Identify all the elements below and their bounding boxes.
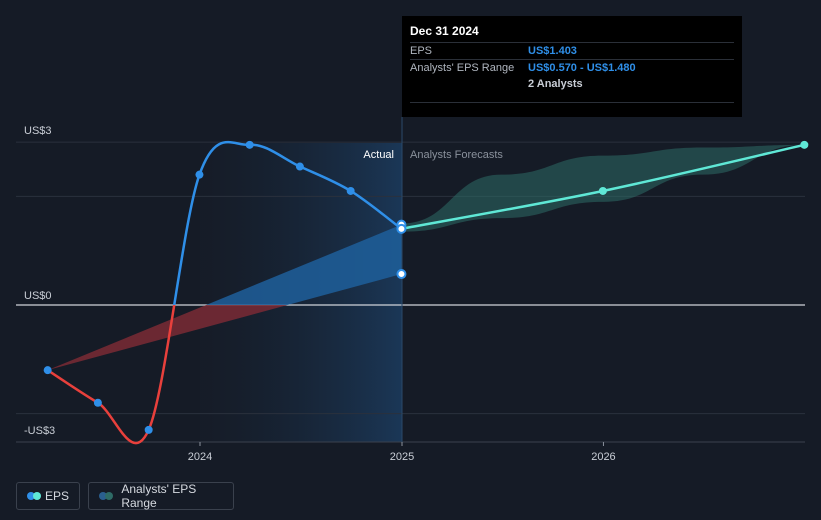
eps-line-negative: [46, 305, 176, 445]
legend-range-label: Analysts' EPS Range: [121, 482, 197, 510]
eps-point: [195, 170, 204, 179]
x-tick-label: 2025: [390, 451, 414, 463]
tooltip-eps-value: US$1.403: [528, 45, 577, 57]
tooltip: Dec 31 2024 EPS US$1.403 Analysts' EPS R…: [402, 16, 742, 117]
tooltip-analysts: 2 Analysts: [528, 78, 583, 90]
forecast-label: Analysts Forecasts: [410, 149, 503, 161]
eps-legend-icon: [27, 491, 41, 501]
eps-point: [295, 162, 304, 171]
tooltip-range-label: Analysts' EPS Range: [410, 62, 515, 74]
forecast-point: [598, 186, 607, 195]
actual-range-positive: [206, 224, 402, 305]
tooltip-date: Dec 31 2024: [410, 24, 479, 38]
actual-label: Actual: [363, 149, 394, 161]
eps-point: [245, 140, 254, 149]
eps-point: [43, 366, 52, 375]
y-tick-label: US$3: [24, 125, 52, 137]
actual-range-negative: [47, 305, 288, 371]
legend-eps[interactable]: EPS: [16, 482, 80, 510]
forecast-point: [800, 140, 809, 149]
eps-point: [93, 398, 102, 407]
tooltip-point: [396, 269, 407, 280]
y-tick-label: US$0: [24, 290, 52, 302]
tooltip-eps-label: EPS: [410, 45, 433, 57]
x-tick-label: 2024: [188, 451, 212, 463]
y-tick-label: -US$3: [24, 425, 55, 437]
legend-eps-label: EPS: [44, 489, 69, 503]
eps-point: [144, 425, 153, 434]
eps-point: [346, 186, 355, 195]
x-tick-label: 2026: [591, 451, 615, 463]
eps-range-legend-icon: [99, 491, 113, 501]
legend-eps-range[interactable]: Analysts' EPS Range: [88, 482, 234, 510]
tooltip-range-value: US$0.570 - US$1.480: [528, 62, 636, 74]
tooltip-point: [396, 223, 407, 234]
